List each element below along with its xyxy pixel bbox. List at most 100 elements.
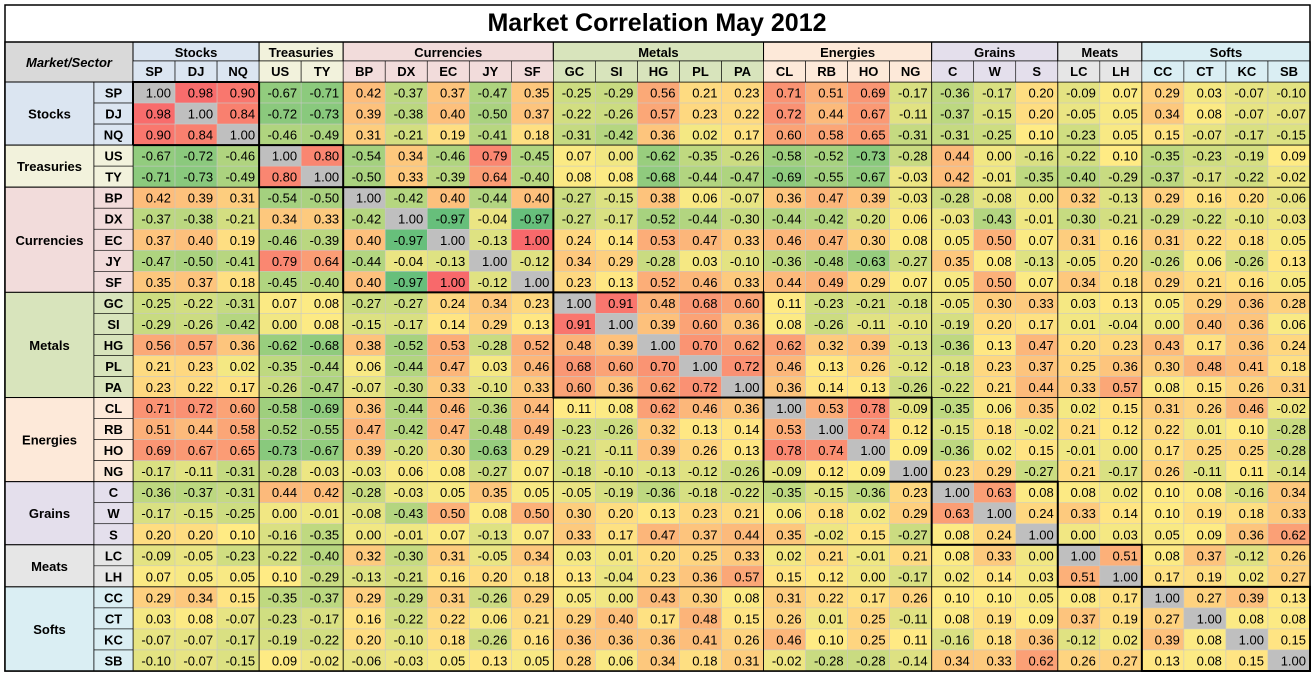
cell-value-label: 0.08 [440, 464, 465, 479]
cell-value-label: 0.22 [1197, 233, 1222, 248]
cell-value-label: -0.63 [856, 254, 886, 269]
cell-value-label: -0.17 [310, 611, 340, 626]
cell-value-label: -0.28 [352, 485, 382, 500]
cell-value-label: 0.31 [356, 128, 381, 143]
cell-value-label: -0.17 [394, 317, 424, 332]
cell-value-label: -0.08 [982, 191, 1012, 206]
cell-value-label: 0.20 [1028, 86, 1053, 101]
cell-value-label: 0.08 [902, 233, 927, 248]
cell-value-label: -0.28 [1276, 443, 1306, 458]
cell-value-label: 0.62 [776, 338, 801, 353]
cell-value-label: 0.21 [902, 548, 927, 563]
cell-value-label: 0.17 [608, 527, 633, 542]
cell-value-label: 0.22 [1155, 422, 1180, 437]
column-header-label: TY [314, 64, 331, 79]
cell-value-label: 0.31 [440, 548, 465, 563]
cell-value-label: 0.08 [1239, 611, 1264, 626]
column-header-label: US [271, 64, 289, 79]
cell-value-label: 0.08 [608, 170, 633, 185]
cell-value-label: 0.17 [650, 611, 675, 626]
cell-value-label: 0.62 [734, 338, 759, 353]
column-header-label: NG [901, 64, 921, 79]
cell-value-label: -0.26 [814, 317, 844, 332]
cell-value-label: -0.22 [1192, 212, 1222, 227]
cell-value-label: 0.36 [1239, 296, 1264, 311]
cell-value-label: 0.33 [1071, 380, 1096, 395]
cell-value-label: 0.50 [524, 506, 549, 521]
cell-value-label: 0.00 [272, 506, 297, 521]
cell-value-label: 1.00 [986, 506, 1011, 521]
cell-value-label: -0.10 [898, 317, 928, 332]
cell-value-label: 0.23 [944, 464, 969, 479]
cell-value-label: 0.40 [188, 233, 213, 248]
cell-value-label: 0.36 [1113, 359, 1138, 374]
cell-value-label: 0.41 [1239, 359, 1264, 374]
cell-value-label: 0.29 [1155, 86, 1180, 101]
cell-value-label: -0.27 [898, 254, 928, 269]
cell-value-label: -0.13 [898, 338, 928, 353]
cell-value-label: -0.05 [478, 548, 508, 563]
cell-value-label: -0.26 [1150, 254, 1180, 269]
cell-value-label: 0.20 [986, 317, 1011, 332]
cell-value-label: -0.49 [225, 170, 255, 185]
cell-value-label: -0.13 [1024, 254, 1054, 269]
cell-value-label: 0.37 [1197, 548, 1222, 563]
cell-value-label: -0.67 [268, 86, 298, 101]
cell-value-label: 0.18 [1239, 233, 1264, 248]
cell-value-label: 0.32 [356, 548, 381, 563]
cell-value-label: 0.29 [566, 611, 591, 626]
cell-value-label: -0.15 [604, 191, 634, 206]
cell-value-label: -0.13 [478, 233, 508, 248]
row-header-label: CT [105, 611, 122, 626]
cell-value-label: 1.00 [902, 464, 927, 479]
cell-value-label: 0.56 [650, 86, 675, 101]
cell-value-label: 0.25 [692, 548, 717, 563]
cell-value-label: 0.08 [188, 611, 213, 626]
row-header-label: SI [107, 317, 119, 332]
cell-value-label: -0.06 [352, 653, 382, 668]
cell-value-label: 0.60 [776, 128, 801, 143]
column-header-label: RB [817, 64, 836, 79]
cell-value-label: 0.44 [272, 485, 297, 500]
cell-value-label: 0.16 [1239, 275, 1264, 290]
cell-value-label: 0.44 [818, 107, 843, 122]
cell-value-label: 0.31 [1155, 401, 1180, 416]
cell-value-label: 0.20 [608, 506, 633, 521]
cell-value-label: -0.36 [646, 485, 676, 500]
cell-value-label: -0.22 [730, 485, 760, 500]
cell-value-label: 0.47 [650, 527, 675, 542]
cell-value-label: 0.12 [818, 464, 843, 479]
cell-value-label: -0.47 [310, 380, 340, 395]
cell-value-label: 0.26 [1071, 653, 1096, 668]
cell-value-label: -0.02 [310, 653, 340, 668]
column-header-label: HG [649, 64, 669, 79]
cell-value-label: 0.28 [1281, 296, 1306, 311]
cell-value-label: 0.23 [734, 86, 759, 101]
cell-value-label: 0.17 [1155, 569, 1180, 584]
cell-value-label: 0.35 [524, 86, 549, 101]
cell-value-label: 0.22 [734, 107, 759, 122]
cell-value-label: -0.38 [394, 107, 424, 122]
cell-value-label: -0.12 [1234, 548, 1264, 563]
cell-value-label: -0.46 [268, 128, 298, 143]
cell-value-label: -0.27 [562, 191, 592, 206]
cell-value-label: 0.68 [566, 359, 591, 374]
row-header-label: CC [104, 590, 123, 605]
cell-value-label: -0.45 [268, 275, 298, 290]
row-group-header [4, 397, 95, 483]
cell-value-label: -0.19 [604, 485, 634, 500]
cell-value-label: 0.36 [1239, 338, 1264, 353]
cell-value-label: 0.34 [650, 653, 675, 668]
cell-value-label: 0.23 [1113, 338, 1138, 353]
cell-value-label: 0.00 [1028, 191, 1053, 206]
cell-value-label: -0.18 [898, 296, 928, 311]
column-header-label: JY [482, 64, 498, 79]
cell-value-label: 0.23 [986, 359, 1011, 374]
row-header-label: NG [104, 464, 124, 479]
cell-value-label: 0.26 [1197, 401, 1222, 416]
cell-value-label: 0.19 [440, 128, 465, 143]
cell-value-label: -0.35 [1150, 149, 1180, 164]
cell-value-label: 0.13 [608, 275, 633, 290]
cell-value-label: 0.06 [356, 359, 381, 374]
cell-value-label: 0.25 [1197, 443, 1222, 458]
